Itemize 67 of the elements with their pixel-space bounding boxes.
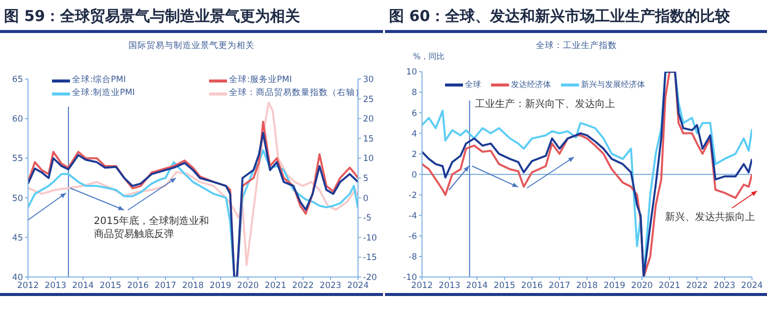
x-tick-label: 2018 <box>182 281 204 292</box>
y-tick-label: 65 <box>12 75 23 86</box>
y-tick-label: 6 <box>412 108 417 119</box>
x-tick-label: 2024 <box>741 281 763 292</box>
x-tick-label: 2014 <box>72 281 94 292</box>
y2-tick-label: -15 <box>363 253 377 264</box>
y-tick-label: 10 <box>406 68 417 78</box>
x-tick-label: 2021 <box>264 281 286 292</box>
y-tick-label: -2 <box>408 190 417 201</box>
y-tick-label: 60 <box>12 114 23 125</box>
x-tick-label: 2012 <box>411 281 433 292</box>
y2-tick-label: -10 <box>363 233 377 244</box>
x-tick-label: 2017 <box>548 281 570 292</box>
x-tick-label: 2015 <box>494 281 516 292</box>
annotation: 新兴、发达共振向上 <box>665 211 756 224</box>
legend-label: 新兴与发展经济体 <box>581 79 645 90</box>
x-tick-label: 2022 <box>292 281 314 292</box>
y2-tick-label: 20 <box>363 114 374 125</box>
x-tick-label: 2013 <box>44 281 66 292</box>
chart-subtitle: 全球：工业生产指数 <box>535 40 618 52</box>
y-tick-label: 55 <box>12 154 23 164</box>
x-tick-label: 2019 <box>604 281 626 292</box>
y2-tick-label: 0 <box>363 194 368 204</box>
legend-label: 全球 <box>465 79 481 90</box>
legend-label: 全球：商品贸易数量指数（右轴） <box>229 88 364 98</box>
x-tick-label: 2012 <box>17 281 39 292</box>
y2-tick-label: 25 <box>363 94 374 105</box>
chart-subtitle: 国际贸易与制造业景气更为相关 <box>128 40 256 52</box>
chart-title: 图 59：全球贸易景气与制造业景气更为相关 <box>4 7 300 26</box>
y-axis-title: %，同比 <box>413 51 445 62</box>
x-tick-label: 2014 <box>466 281 488 292</box>
annotation: 2015年底，全球制造业和商品贸易触底反弹 <box>94 214 210 241</box>
x-tick-label: 2019 <box>210 281 232 292</box>
x-tick-label: 2022 <box>686 281 708 292</box>
y2-tick-label: 5 <box>363 174 368 184</box>
y2-tick-label: 10 <box>363 154 374 164</box>
y-tick-label: 0 <box>412 170 417 180</box>
annotation: 工业生产：新兴向下、发达向上 <box>475 98 616 111</box>
x-tick-label: 2024 <box>347 281 369 292</box>
y-tick-label: -8 <box>408 252 417 262</box>
x-tick-label: 2020 <box>237 281 259 292</box>
y-tick-label: 45 <box>12 233 23 244</box>
x-tick-label: 2015 <box>100 281 122 292</box>
chart-title: 图 60：全球、发达和新兴市场工业生产指数的比较 <box>389 7 730 26</box>
y2-tick-label: -5 <box>363 214 372 224</box>
y2-tick-label: 30 <box>363 75 374 86</box>
x-tick-label: 2020 <box>631 281 653 292</box>
line-series <box>28 102 358 266</box>
x-tick-label: 2018 <box>576 281 598 292</box>
x-tick-label: 2023 <box>714 281 736 292</box>
y2-tick-label: 15 <box>363 134 374 144</box>
x-tick-label: 2017 <box>154 281 176 292</box>
legend-label: 发达经济体 <box>511 79 551 90</box>
legend-label: 全球:综合PMI <box>72 75 126 86</box>
x-tick-label: 2016 <box>521 281 543 292</box>
x-tick-label: 2021 <box>658 281 680 292</box>
legend-label: 全球:服务业PMI <box>229 75 292 86</box>
y-tick-label: 4 <box>412 129 417 140</box>
x-tick-label: 2013 <box>438 281 460 292</box>
legend-label: 全球:制造业PMI <box>72 88 135 99</box>
x-tick-label: 2023 <box>320 281 342 292</box>
y-tick-label: 8 <box>412 88 417 98</box>
y-tick-label: 50 <box>12 194 23 204</box>
y-tick-label: -6 <box>408 232 417 242</box>
y-tick-label: 2 <box>412 150 417 160</box>
y-tick-label: -4 <box>408 211 417 222</box>
x-tick-label: 2016 <box>127 281 149 292</box>
